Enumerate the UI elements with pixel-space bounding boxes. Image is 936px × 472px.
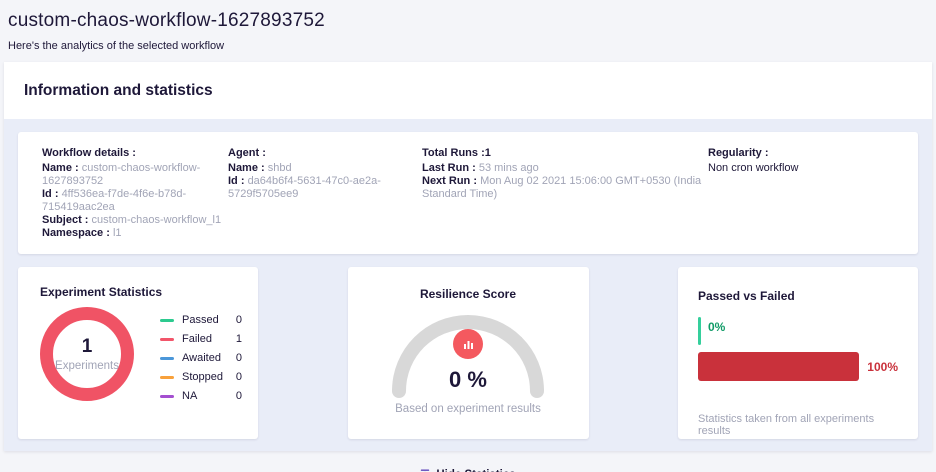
workflow-details-heading: Workflow details : (42, 147, 136, 159)
resilience-gauge (392, 315, 544, 391)
passed-value: 0 (235, 314, 242, 326)
section-header: Information and statistics (4, 62, 932, 119)
failed-value: 1 (235, 333, 242, 345)
workflow-name-row: Name : custom-chaos-workflow-1627893752 (42, 162, 228, 188)
passed-swatch (160, 318, 174, 322)
next-run-row: Next Run : Mon Aug 02 2021 15:06:00 GMT+… (422, 175, 708, 201)
awaited-value: 0 (235, 352, 242, 364)
legend-item-passed: Passed 0 (160, 314, 242, 326)
na-swatch (160, 394, 174, 398)
last-run-row: Last Run : 53 mins ago (422, 162, 708, 175)
workflow-namespace-label: Namespace : (42, 227, 110, 239)
passed-vs-failed-card: Passed vs Failed 0% 100% Statistics take… (678, 267, 918, 439)
workflow-details-column: Workflow details : Name : custom-chaos-w… (42, 147, 228, 240)
regularity-heading: Regularity : (708, 147, 769, 159)
na-value: 0 (235, 390, 242, 402)
passed-label: Passed (182, 314, 219, 326)
experiment-statistics-title: Experiment Statistics (40, 285, 163, 299)
workflow-subject-label: Subject : (42, 214, 89, 226)
stopped-value: 0 (235, 371, 242, 383)
last-run-value: 53 mins ago (478, 162, 539, 174)
regularity-value: Non cron workflow (708, 162, 799, 174)
resilience-score-card: Resilience Score 0 % Based on experiment… (347, 267, 589, 439)
page-title: custom-chaos-workflow-1627893752 (8, 10, 325, 31)
stopped-swatch (160, 375, 174, 379)
legend-item-stopped: Stopped 0 (160, 371, 242, 383)
workflow-subject-row: Subject : custom-chaos-workflow_l1 (42, 214, 228, 227)
donut-ring: 1 Experiments (40, 307, 134, 401)
resilience-score-title: Resilience Score (419, 287, 517, 301)
agent-id-value: da64b6f4-5631-47c0-ae2a-5729f5705ee9 (228, 175, 381, 200)
agent-name-row: Name : shbd (228, 162, 422, 175)
passed-vs-failed-caption: Statistics taken from all experiments re… (698, 413, 875, 437)
passed-percent-label: 0% (708, 320, 726, 334)
next-run-value: Mon Aug 02 2021 15:06:00 GMT+0530 (India… (422, 175, 702, 200)
workflow-id-row: Id : 4ff536ea-f7de-4f6e-b78d-715419aac2e… (42, 188, 228, 214)
last-run-label: Last Run : (422, 162, 476, 174)
workflow-namespace-value: l1 (112, 227, 122, 239)
agent-id-row: Id : da64b6f4-5631-47c0-ae2a-5729f5705ee… (228, 175, 422, 201)
total-runs-label: Total Runs : (422, 147, 485, 159)
failed-swatch (160, 337, 174, 341)
workflow-name-value: custom-chaos-workflow-1627893752 (42, 162, 201, 187)
agent-column: Agent : Name : shbd Id : da64b6f4-5631-4… (228, 147, 422, 240)
resilience-score-value: 0 % (449, 367, 487, 392)
failed-bar (698, 352, 860, 381)
workflow-namespace-row: Namespace : l1 (42, 227, 228, 240)
collapse-up-icon (421, 469, 430, 472)
bar-chart-icon (453, 329, 483, 359)
donut-legend: Passed 0 Failed 1 Awaited 0 Stopped 0 NA 0 (160, 314, 242, 409)
na-label: NA (182, 390, 198, 402)
passed-bar-group: 0% (698, 317, 898, 345)
regularity-column: Regularity : Non cron workflow (708, 147, 894, 240)
legend-item-awaited: Awaited 0 (160, 352, 242, 364)
legend-item-na: NA 0 (160, 390, 242, 402)
page-header: custom-chaos-workflow-1627893752 Here's … (0, 0, 936, 62)
page-footer: Hide Statistics (0, 451, 936, 472)
section-title: Information and statistics (24, 81, 213, 99)
resilience-score-caption: Based on experiment results (395, 403, 541, 415)
stat-cards-row: Experiment Statistics 1 Experiments Pass… (18, 267, 918, 439)
failed-label: Failed (182, 333, 212, 345)
workflow-name-label: Name : (42, 162, 79, 174)
failed-bar-group: 100% (698, 352, 898, 381)
statistics-panel: Information and statistics Workflow deta… (4, 62, 932, 451)
donut-center-value: 1 (81, 336, 93, 357)
hide-statistics-label: Hide Statistics (436, 469, 515, 472)
awaited-swatch (160, 356, 174, 360)
runs-column: Total Runs :1 Last Run : 53 mins ago Nex… (422, 147, 708, 240)
agent-name-label: Name : (228, 162, 265, 174)
statistics-area: Workflow details : Name : custom-chaos-w… (4, 119, 932, 451)
workflow-id-label: Id : (42, 188, 59, 200)
awaited-label: Awaited (182, 352, 221, 364)
experiment-donut-chart: 1 Experiments Passed 0 Failed 1 Awaited 0 S… (40, 307, 242, 409)
legend-item-failed: Failed 1 (160, 333, 242, 345)
experiment-statistics-card: Experiment Statistics 1 Experiments Pass… (18, 267, 258, 439)
agent-name-value: shbd (267, 162, 292, 174)
donut-center-label: Experiments (55, 360, 119, 372)
page-subtitle: Here's the analytics of the selected wor… (8, 40, 225, 52)
workflow-id-value: 4ff536ea-f7de-4f6e-b78d-715419aac2ea (42, 188, 187, 213)
failed-percent-label: 100% (867, 359, 898, 374)
hide-statistics-button[interactable]: Hide Statistics (420, 469, 516, 472)
total-runs-row: Total Runs :1 (422, 147, 708, 160)
stopped-label: Stopped (182, 371, 223, 383)
passed-bar (698, 317, 701, 345)
next-run-label: Next Run : (422, 175, 477, 187)
agent-id-label: Id : (228, 175, 245, 187)
workflow-subject-value: custom-chaos-workflow_l1 (91, 214, 222, 226)
passed-vs-failed-title: Passed vs Failed (698, 289, 795, 303)
agent-heading: Agent : (228, 147, 266, 159)
total-runs-value: 1 (484, 147, 491, 159)
workflow-info-card: Workflow details : Name : custom-chaos-w… (18, 132, 918, 254)
